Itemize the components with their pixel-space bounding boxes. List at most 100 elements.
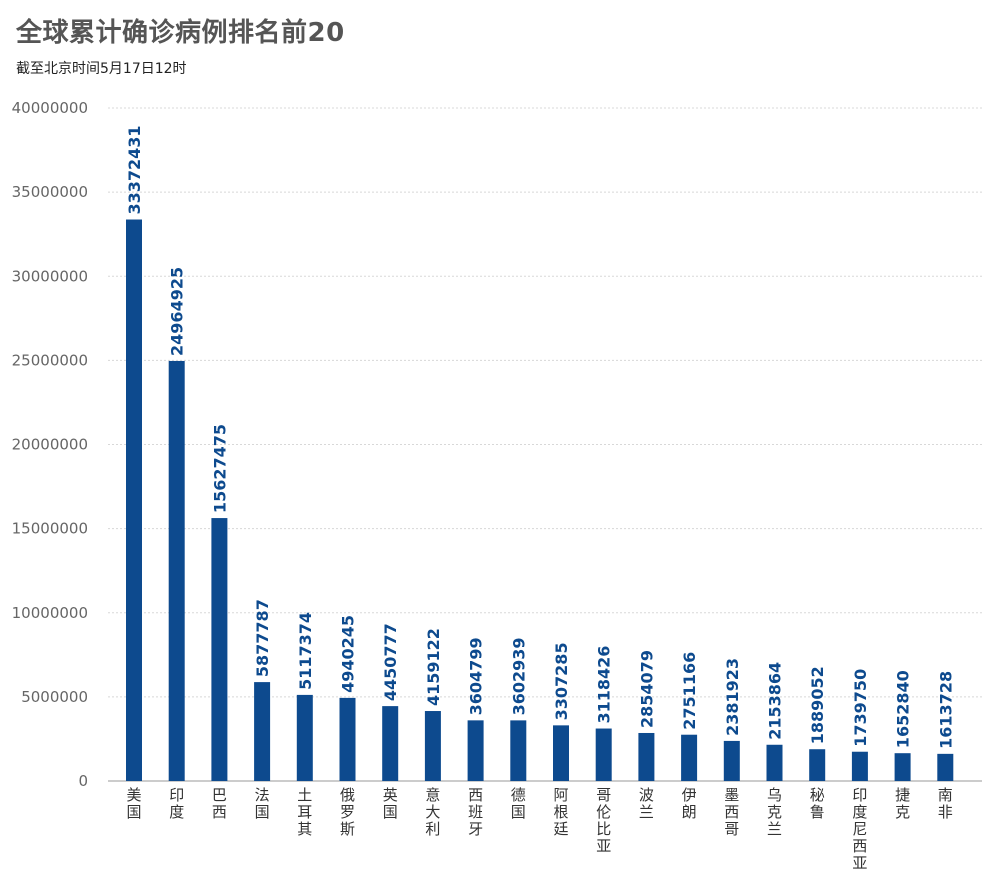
bar <box>553 725 569 781</box>
data-label: 2854079 <box>637 650 656 728</box>
x-tick-label: 德 <box>511 786 526 804</box>
x-tick-label: 哥 <box>596 786 611 804</box>
x-tick-label: 班 <box>468 803 483 821</box>
x-tick-label: 兰 <box>639 803 654 821</box>
data-label: 4450777 <box>381 623 400 701</box>
data-label: 1739750 <box>851 669 870 747</box>
data-label: 5117374 <box>296 612 315 690</box>
bar <box>681 734 698 781</box>
data-label: 1889052 <box>808 666 827 744</box>
y-tick-label: 15000000 <box>12 520 88 538</box>
x-tick-label: 尼 <box>852 820 867 838</box>
y-tick-label: 35000000 <box>12 183 88 201</box>
x-tick-label: 秘 <box>810 786 825 804</box>
x-tick-label: 西 <box>852 837 867 855</box>
bar <box>339 697 356 781</box>
y-tick-label: 30000000 <box>12 267 88 285</box>
chart-subtitle: 截至北京时间5月17日12时 <box>16 61 187 77</box>
y-tick-label: 5000000 <box>21 688 88 706</box>
x-tick-label: 捷 <box>895 786 910 804</box>
data-label: 2381923 <box>723 658 742 736</box>
data-label: 3604799 <box>467 637 486 715</box>
bar <box>254 682 271 781</box>
data-label: 3307285 <box>552 642 571 720</box>
x-tick-label: 其 <box>297 820 312 838</box>
x-tick-label: 伦 <box>596 803 611 821</box>
x-tick-label: 亚 <box>596 837 611 855</box>
data-label: 2153864 <box>766 662 785 740</box>
x-tick-label: 乌 <box>767 786 782 804</box>
x-tick-label: 牙 <box>468 820 483 838</box>
x-tick-label: 斯 <box>340 820 355 838</box>
y-tick-label: 40000000 <box>12 99 88 117</box>
x-tick-label: 西 <box>468 786 483 804</box>
bar <box>937 753 954 781</box>
data-label: 4940245 <box>339 615 358 693</box>
data-label: 4159122 <box>424 628 443 706</box>
bar <box>851 751 868 781</box>
x-tick-label: 印 <box>169 786 184 804</box>
x-tick-label: 国 <box>126 803 141 821</box>
x-tick-label: 朗 <box>682 803 697 821</box>
data-label: 15627475 <box>210 424 229 513</box>
x-tick-label: 廷 <box>553 820 568 838</box>
bar <box>809 749 826 781</box>
x-tick-label: 国 <box>383 803 398 821</box>
x-tick-label: 哥 <box>724 820 739 838</box>
bar <box>424 711 441 781</box>
chart-title: 全球累计确诊病例排名前20 <box>16 18 345 48</box>
bar <box>766 744 783 781</box>
data-label: 5877787 <box>253 599 272 677</box>
data-label: 1652840 <box>894 670 913 748</box>
x-tick-label: 巴 <box>212 786 227 804</box>
y-tick-label: 25000000 <box>12 351 88 369</box>
bar <box>510 720 527 781</box>
x-tick-label: 度 <box>852 803 867 821</box>
x-tick-label: 非 <box>938 803 953 821</box>
x-tick-label: 克 <box>767 803 782 821</box>
x-tick-label: 度 <box>169 803 184 821</box>
x-tick-label: 南 <box>938 786 953 804</box>
bar <box>296 694 313 781</box>
y-tick-label: 20000000 <box>12 436 88 454</box>
x-tick-label: 阿 <box>553 786 568 804</box>
x-tick-label: 大 <box>425 803 440 821</box>
x-tick-label: 兰 <box>767 820 782 838</box>
x-tick-label: 克 <box>895 803 910 821</box>
bar <box>126 219 142 781</box>
x-tick-label: 利 <box>425 820 440 838</box>
bar <box>723 740 740 781</box>
x-tick-label: 俄 <box>340 786 355 804</box>
bar <box>467 720 484 781</box>
x-tick-label: 英 <box>383 786 398 804</box>
bar <box>168 360 185 781</box>
bar <box>211 518 228 781</box>
x-tick-label: 法 <box>255 786 270 804</box>
data-label: 24964925 <box>168 267 187 356</box>
data-label: 3602939 <box>509 637 528 715</box>
x-tick-label: 波 <box>639 786 654 804</box>
y-tick-label: 10000000 <box>12 604 88 622</box>
x-tick-label: 意 <box>425 786 440 804</box>
x-tick-label: 鲁 <box>810 803 825 821</box>
x-tick-label: 印 <box>852 786 867 804</box>
x-tick-label: 西 <box>724 803 739 821</box>
x-tick-label: 伊 <box>682 786 697 804</box>
x-tick-label: 美 <box>126 786 141 804</box>
bar <box>638 732 655 781</box>
data-label: 3118426 <box>595 646 614 724</box>
data-label: 1613728 <box>936 671 955 749</box>
x-tick-label: 亚 <box>852 854 867 872</box>
x-tick-label: 土 <box>297 786 312 804</box>
data-label: 2751166 <box>680 652 699 730</box>
x-tick-label: 比 <box>596 820 611 838</box>
bar <box>595 728 612 781</box>
bar <box>894 753 911 781</box>
x-tick-label: 国 <box>511 803 526 821</box>
x-tick-label: 西 <box>212 803 227 821</box>
y-tick-label: 0 <box>78 772 88 790</box>
x-tick-label: 根 <box>553 803 568 821</box>
x-tick-label: 罗 <box>340 803 355 821</box>
x-tick-label: 国 <box>255 803 270 821</box>
